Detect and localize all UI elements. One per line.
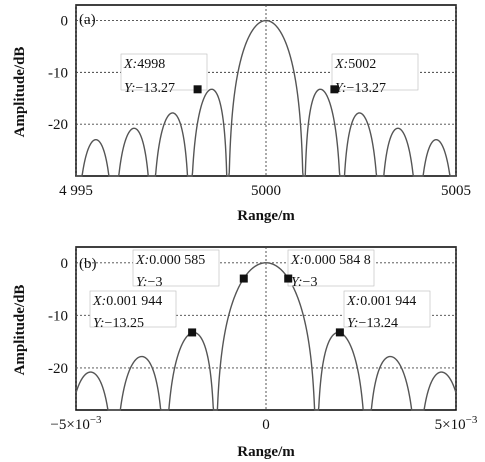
y-axis-label-a: Amplitude/dB bbox=[12, 47, 28, 138]
y-tick-label: -20 bbox=[48, 361, 68, 377]
x-ticks-a: 4 995 5000 5005 bbox=[59, 183, 471, 199]
y-tick-label: -10 bbox=[48, 65, 68, 81]
y-ticks-a: 0 -10 -20 bbox=[48, 14, 68, 134]
datatip-box bbox=[132, 249, 220, 287]
datatip-y: Y:−3 bbox=[136, 275, 162, 290]
datatip-marker bbox=[193, 85, 202, 94]
datatip-box bbox=[287, 249, 375, 287]
x-tick-label: −5×10−3 bbox=[50, 414, 102, 433]
datatip-x: X:0.001 944 bbox=[346, 294, 416, 309]
datatip-marker bbox=[188, 328, 197, 337]
datatip-marker bbox=[330, 85, 339, 94]
datatip-y: Y:−13.24 bbox=[347, 316, 398, 331]
panel-label-b: (b) bbox=[79, 256, 97, 272]
datatip-y: Y:−13.25 bbox=[93, 316, 144, 331]
datatip-box bbox=[343, 290, 431, 328]
y-tick-label: 0 bbox=[61, 256, 69, 272]
x-tick-label: 5005 bbox=[441, 183, 471, 199]
x-tick-label: 5000 bbox=[251, 183, 281, 199]
datatip-box bbox=[120, 53, 208, 91]
markers-b: X:0.000 585 Y:−3 X:0.000 584 8 Y:−3 X:0.001 … bbox=[89, 249, 431, 337]
datatip-x: X:0.000 585 bbox=[135, 253, 205, 268]
datatip-x: X:5002 bbox=[334, 57, 376, 72]
datatip-marker bbox=[335, 328, 344, 337]
panel-a: X:4998 Y:−13.27 X:5002 Y:−13.27 0 -10 -20 4 9… bbox=[12, 4, 471, 224]
datatip-box bbox=[89, 290, 177, 328]
datatip-x: X:4998 bbox=[123, 57, 165, 72]
markers-a: X:4998 Y:−13.27 X:5002 Y:−13.27 bbox=[120, 53, 419, 96]
datatip-x: X:0.001 944 bbox=[92, 294, 162, 309]
datatip-marker bbox=[284, 274, 293, 283]
datatip-box bbox=[331, 53, 419, 91]
y-tick-label: -20 bbox=[48, 117, 68, 133]
datatip-y: Y:−13.27 bbox=[335, 81, 386, 96]
x-tick-label: 0 bbox=[262, 417, 270, 433]
datatip-y: Y:−13.27 bbox=[124, 81, 175, 96]
sinc-curve-a bbox=[76, 19, 456, 177]
x-axis-label-a: Range/m bbox=[237, 208, 295, 224]
x-ticks-b: −5×10−3 0 5×10−3 bbox=[50, 414, 477, 433]
x-tick-label: 4 995 bbox=[59, 183, 93, 199]
sinc-curve-b bbox=[75, 262, 457, 411]
x-axis-label-b: Range/m bbox=[237, 444, 295, 460]
datatip-marker bbox=[239, 274, 248, 283]
y-tick-label: -10 bbox=[48, 308, 68, 324]
panel-label-a: (a) bbox=[79, 12, 96, 28]
datatip-x: X:0.000 584 8 bbox=[290, 253, 371, 268]
panel-b: X:0.000 585 Y:−3 X:0.000 584 8 Y:−3 X:0.001 … bbox=[12, 246, 478, 460]
y-ticks-b: 0 -10 -20 bbox=[48, 256, 68, 377]
x-tick-label: 5×10−3 bbox=[435, 414, 478, 433]
datatip-y: Y:−3 bbox=[291, 275, 317, 290]
y-tick-label: 0 bbox=[61, 14, 69, 30]
y-axis-label-b: Amplitude/dB bbox=[12, 285, 28, 376]
